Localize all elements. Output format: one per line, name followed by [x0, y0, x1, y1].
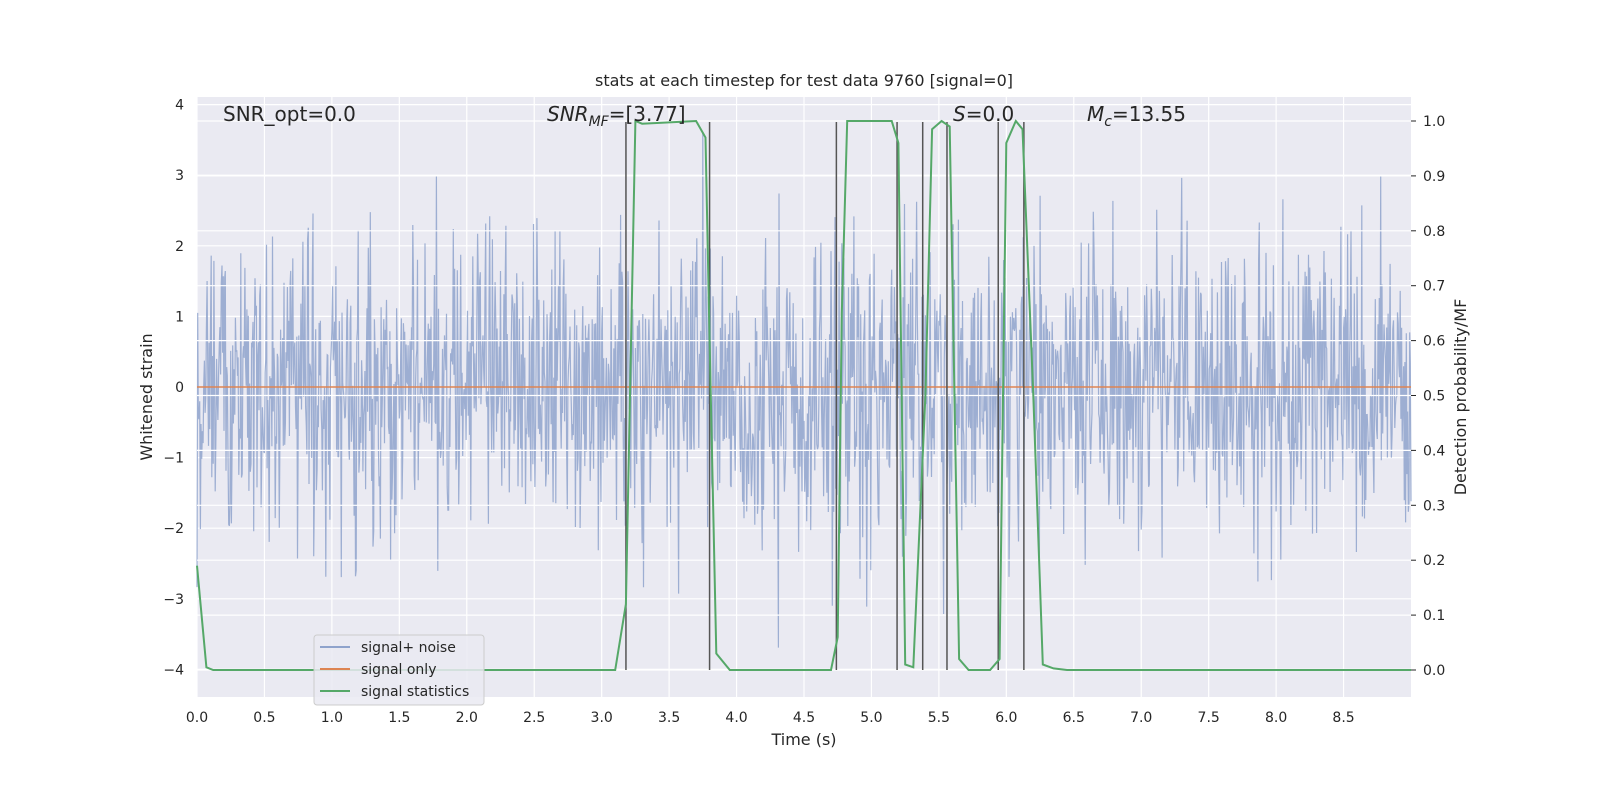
x-tick-label: 8.0	[1265, 710, 1287, 726]
x-tick-label: 4.5	[793, 710, 815, 726]
snr-mf-sub: MF	[589, 114, 610, 130]
y-axis-label-right: Detection probability/MF	[1451, 299, 1470, 496]
x-tick-label: 1.0	[321, 710, 343, 726]
series-layer	[197, 120, 1411, 671]
signal-statistics-line	[196, 119, 1411, 671]
x-tick-label: 6.0	[995, 710, 1017, 726]
x-tick-label: 0.0	[186, 710, 208, 726]
y-right-tick-label: 0.5	[1423, 389, 1445, 405]
y-left-tick-label: −1	[163, 451, 184, 467]
legend-label-signal: signal only	[361, 662, 436, 678]
noise-series	[196, 132, 1412, 648]
x-tick-label: 3.0	[591, 710, 613, 726]
y-right-tick-label: 0.4	[1423, 443, 1445, 459]
y-right-tick-label: 0.8	[1423, 224, 1445, 240]
y-right-tick-label: 0.3	[1423, 498, 1445, 514]
x-tick-label: 7.0	[1130, 710, 1152, 726]
x-tick-label: 1.5	[388, 710, 410, 726]
annotation-snr-opt: SNR_opt=0.0	[223, 102, 356, 126]
y-left-tick-label: 0	[175, 380, 184, 396]
legend-label-statistics: signal statistics	[361, 684, 469, 700]
y-right-tick-label: 0.9	[1423, 169, 1445, 185]
mc-main: M	[1087, 102, 1104, 126]
y-left-tick-label: −2	[163, 521, 184, 537]
x-tick-label: 3.5	[658, 710, 680, 726]
vertical-markers	[196, 119, 1411, 671]
y-left-tick-label: −4	[163, 662, 184, 678]
y-right-tick-label: 0.0	[1423, 663, 1445, 679]
snr-mf-value: =[3.77]	[609, 102, 686, 126]
x-tick-label: 8.5	[1332, 710, 1354, 726]
legend-label-noise: signal+ noise	[361, 640, 456, 656]
annotation-s: S=0.0	[953, 102, 1014, 126]
tick-layer: 0.0 0.5 1.0 1.5 2.0 2.5 3.0 3.5 4.0 4.5 5.0 5.5 6.0 6…	[163, 98, 1445, 726]
x-tick-label: 0.5	[253, 710, 275, 726]
x-tick-label: 6.5	[1063, 710, 1085, 726]
snr-mf-main: SNR	[547, 102, 589, 126]
legend: signal+ noise signal only signal statist…	[313, 634, 485, 706]
x-tick-label: 5.5	[928, 710, 950, 726]
y-left-tick-label: 2	[175, 239, 184, 255]
s-main: S	[953, 102, 966, 126]
mc-value: =13.55	[1112, 102, 1186, 126]
x-tick-label: 2.0	[456, 710, 478, 726]
y-left-tick-label: 3	[175, 168, 184, 184]
y-right-tick-label: 0.2	[1423, 553, 1445, 569]
y-right-tick-label: 1.0	[1423, 114, 1445, 130]
annotation-snr-mf: SNRMF=[3.77]	[547, 102, 686, 130]
annotation-mc: Mc=13.55	[1087, 102, 1186, 130]
legend-box	[313, 634, 485, 706]
y-axis-label-left: Whitened strain	[137, 333, 156, 460]
x-axis-label: Time (s)	[770, 730, 836, 749]
y-left-tick-label: −3	[163, 592, 184, 608]
x-tick-label: 5.0	[860, 710, 882, 726]
y-right-tick-label: 0.1	[1423, 608, 1445, 624]
y-left-tick-label: 4	[175, 98, 184, 114]
y-right-tick-label: 0.6	[1423, 334, 1445, 350]
x-tick-label: 4.0	[725, 710, 747, 726]
chart-title: stats at each timestep for test data 976…	[595, 71, 1013, 90]
y-right-tick-label: 0.7	[1423, 279, 1445, 295]
noise-trace	[196, 132, 1412, 648]
y-left-tick-label: 1	[175, 309, 184, 325]
x-tick-label: 2.5	[523, 710, 545, 726]
x-tick-label: 7.5	[1198, 710, 1220, 726]
s-value: =0.0	[966, 102, 1015, 126]
mc-sub: c	[1104, 114, 1112, 130]
